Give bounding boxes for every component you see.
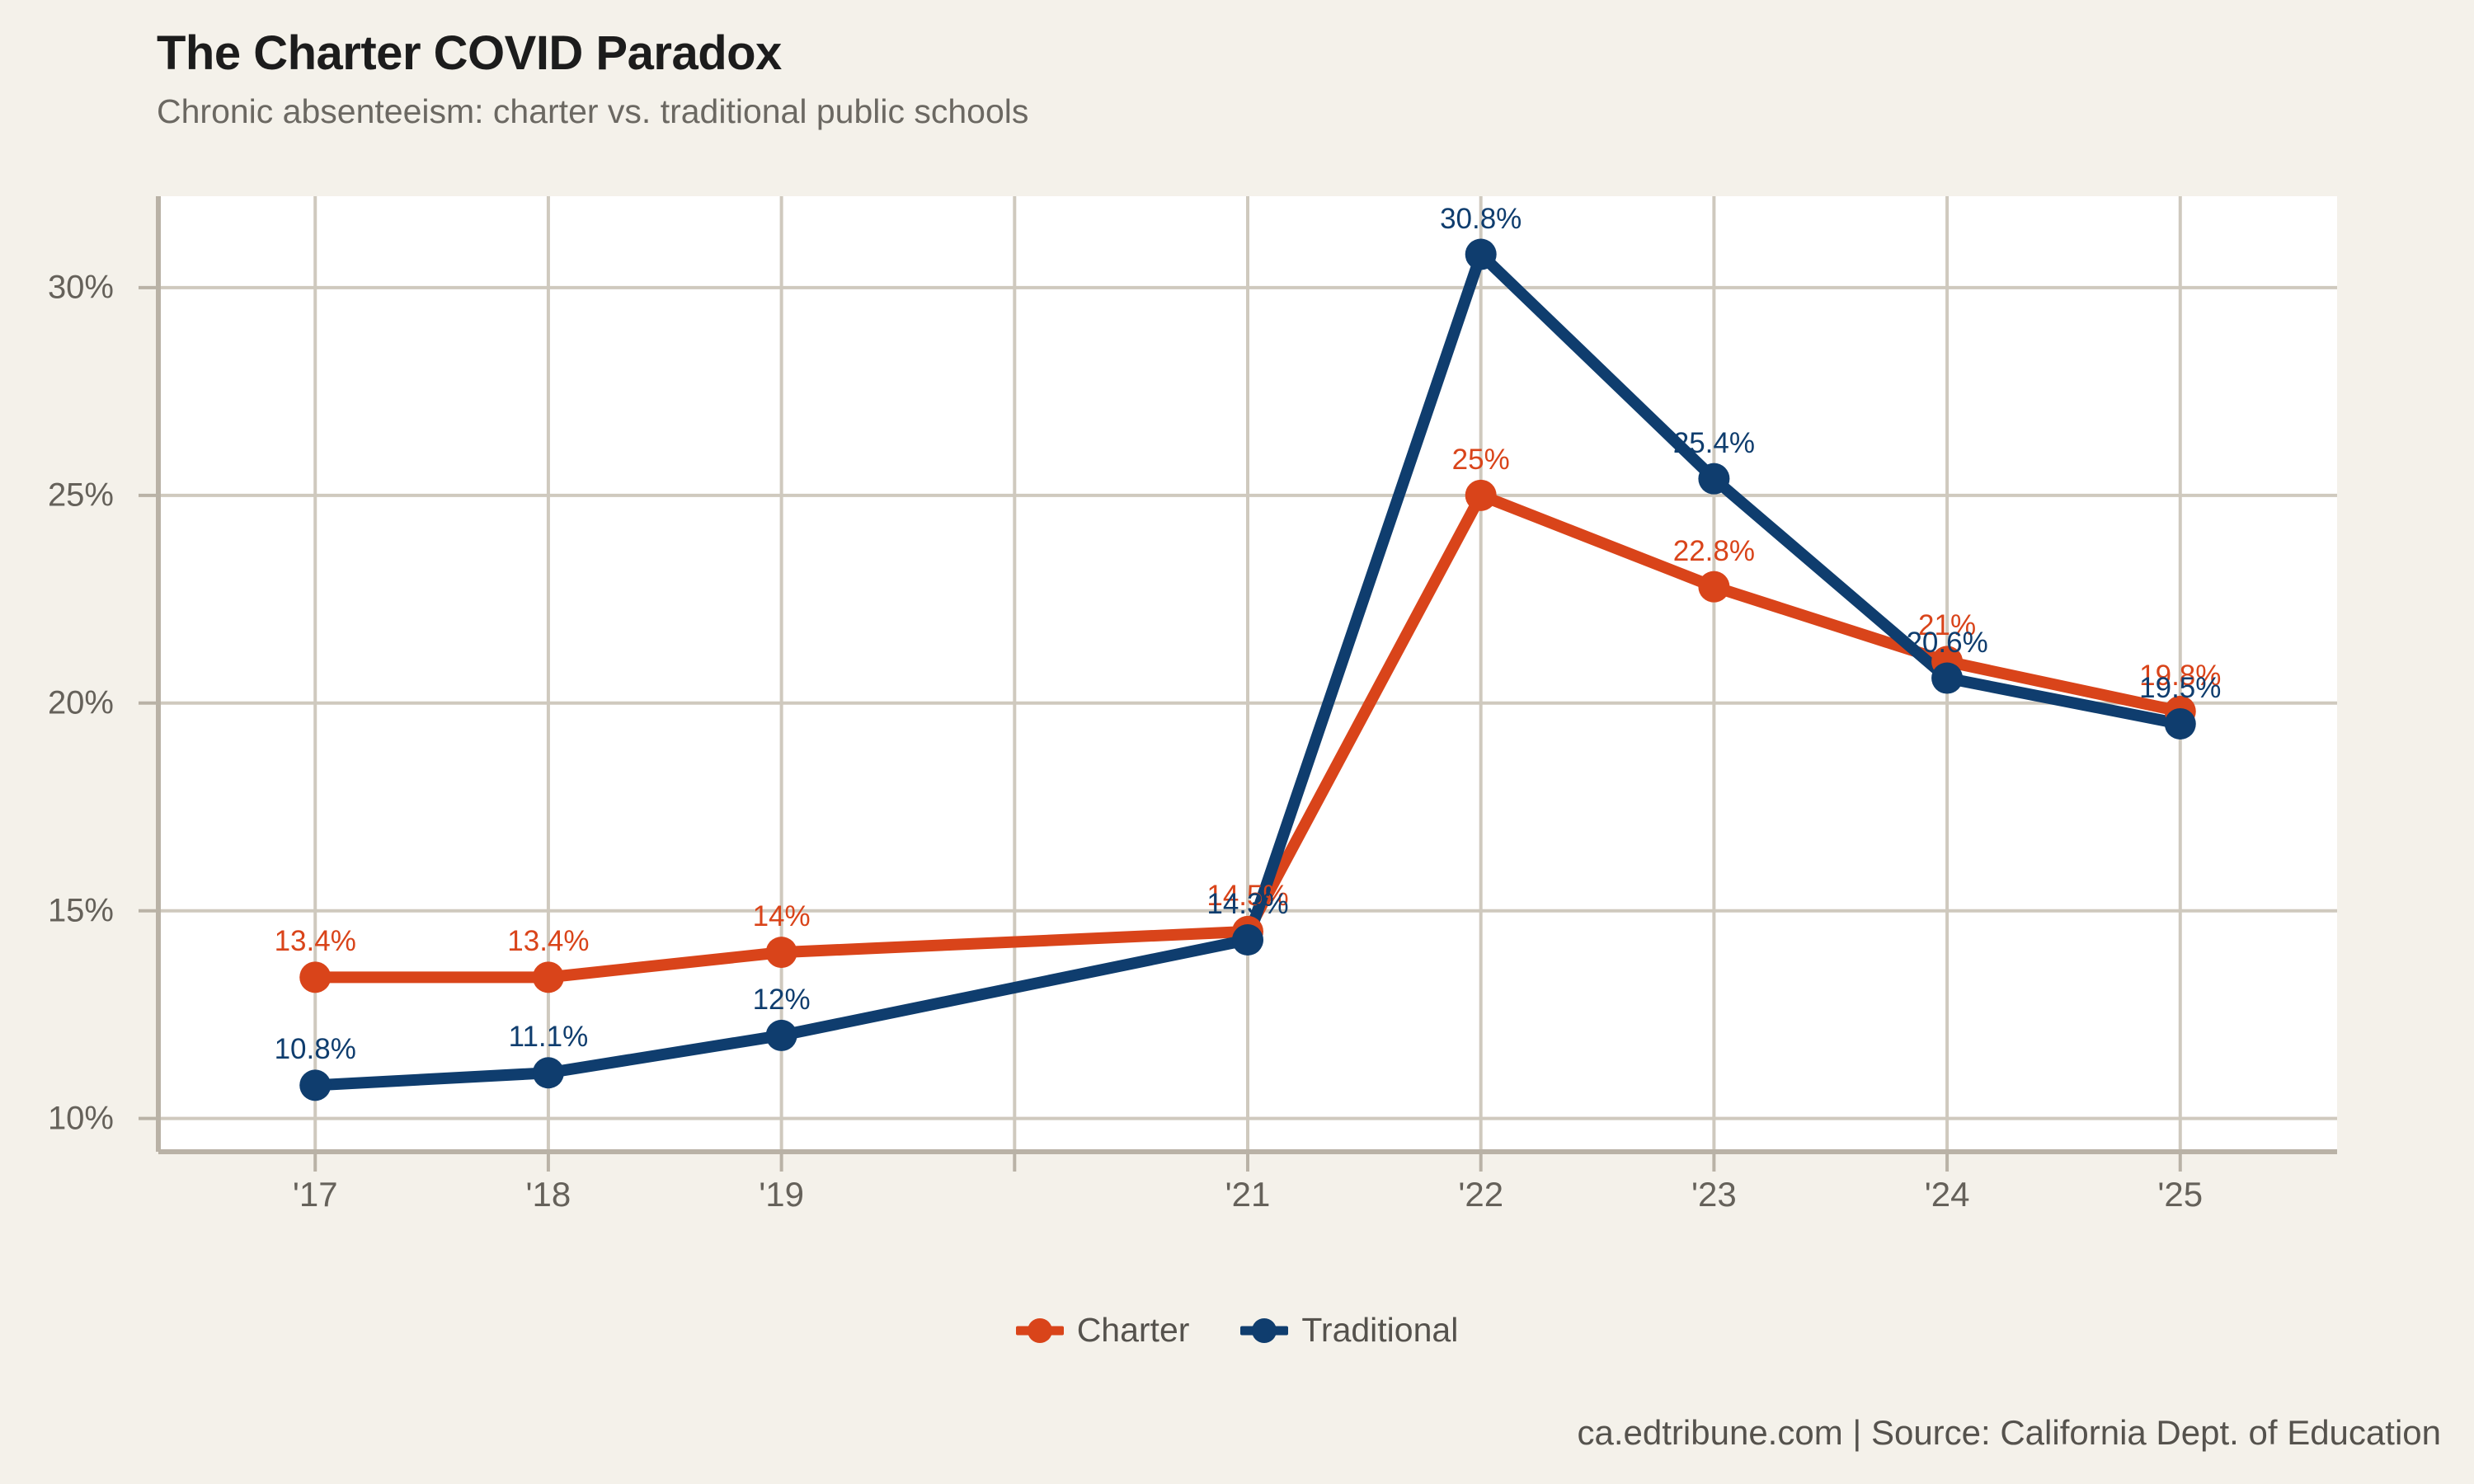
axis-lines [139,196,2337,1172]
data-point-traditional [1931,662,1964,694]
y-axis-labels: 10% 15% 20% 25% 30% [0,196,132,1152]
y-tick-label: 20% [47,684,114,721]
x-tick-label: '22 [1458,1175,1504,1214]
legend-label: Traditional [1301,1311,1459,1349]
page-title: The Charter COVID Paradox [157,26,782,80]
chart-legend: Charter Traditional [0,1311,2474,1350]
data-point-charter [532,961,564,993]
y-tick-label: 25% [47,477,114,514]
series-lines [309,248,2186,1092]
x-tick-label: '18 [525,1175,571,1214]
x-axis-labels: '17 '18 '19 '21 '22 '23 '24 '25 [158,1175,2337,1224]
series-markers [299,238,2196,1101]
data-point-charter [1465,479,1497,511]
y-tick-label: 30% [47,269,114,306]
data-point-traditional [1232,924,1263,956]
data-point-charter [765,937,797,969]
data-point-traditional [1698,463,1730,495]
legend-label: Charter [1076,1311,1190,1349]
chart-footer: ca.edtribune.com | Source: California De… [1577,1413,2441,1452]
x-tick-label: '19 [759,1175,804,1214]
x-tick-label: '24 [1924,1175,1970,1214]
x-tick-label: '23 [1691,1175,1737,1214]
chart-header: The Charter COVID Paradox Chronic absent… [157,28,2301,131]
series-line-traditional [309,248,2186,1092]
data-point-traditional [299,1069,332,1101]
data-point-traditional [532,1057,564,1089]
gridlines [158,196,2337,1152]
x-tick-label: '25 [2157,1175,2204,1214]
legend-marker-icon [1015,1317,1064,1345]
y-tick-label: 15% [47,892,114,929]
legend-item-traditional[interactable]: Traditional [1240,1311,1458,1350]
data-point-traditional [2164,707,2196,740]
y-tick-label: 10% [47,1100,114,1137]
legend-item-charter[interactable]: Charter [1015,1311,1190,1350]
x-tick-label: '17 [292,1175,338,1214]
data-point-charter [299,961,332,993]
data-point-traditional [765,1019,797,1051]
legend-marker-icon [1240,1317,1289,1345]
data-point-traditional [1465,238,1497,270]
x-tick-label: '21 [1225,1175,1271,1214]
chart-subtitle: Chronic absenteeism: charter vs. traditi… [157,92,1029,131]
plot-svg [139,196,2337,1172]
plot-area [139,196,2337,1172]
data-point-charter [1698,571,1730,603]
